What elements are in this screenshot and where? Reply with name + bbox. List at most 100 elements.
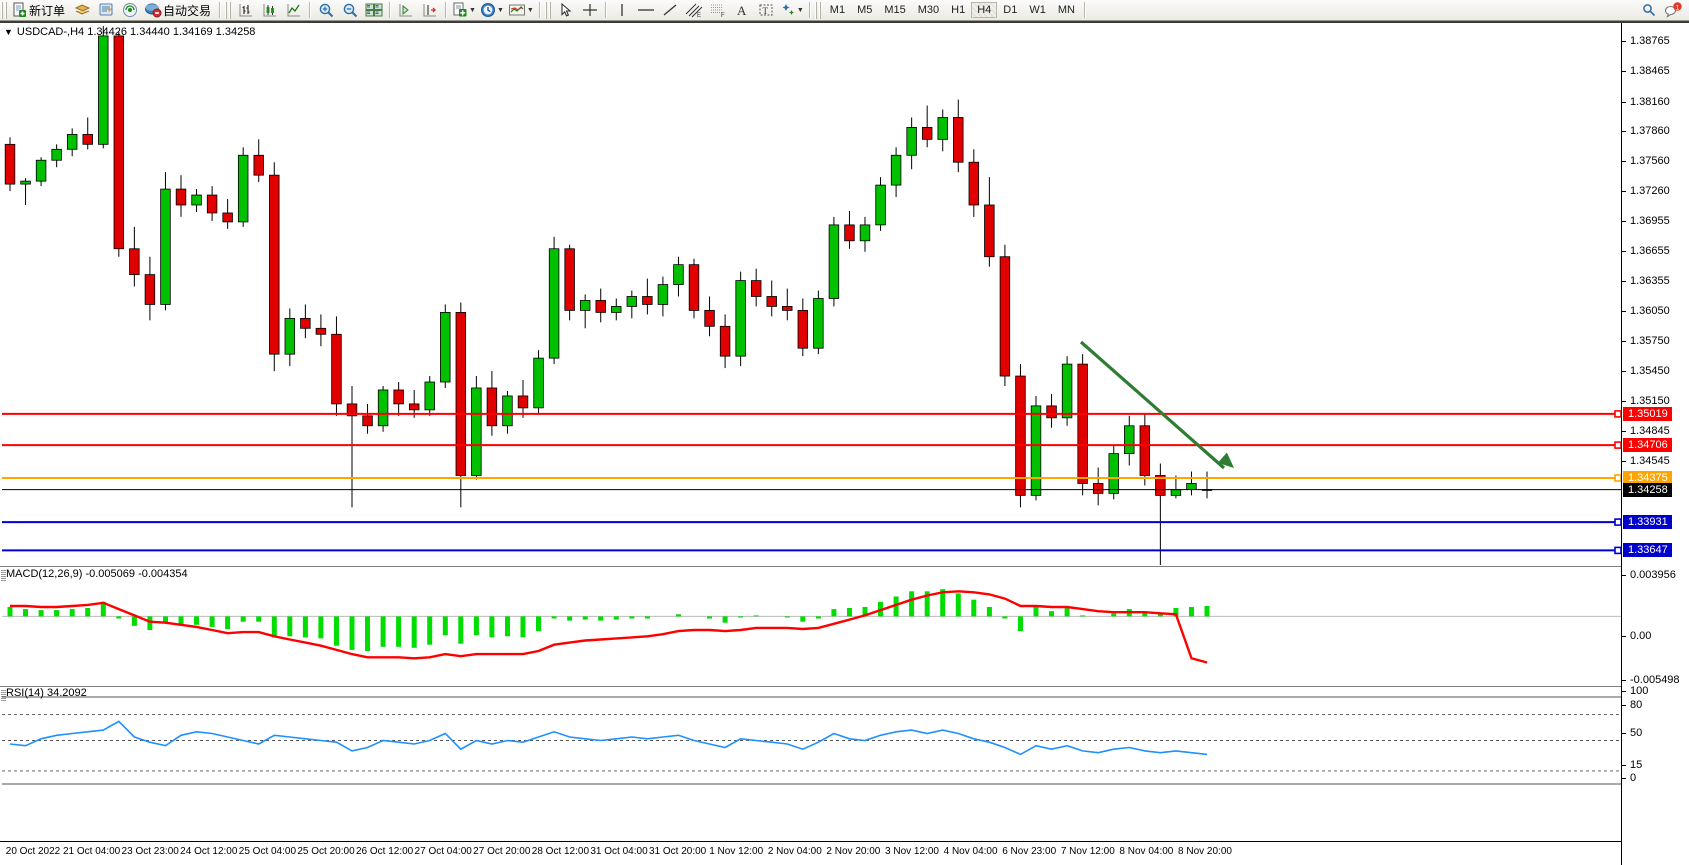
timeframe-mn[interactable]: MN xyxy=(1057,4,1075,16)
timeframe-d1[interactable]: D1 xyxy=(1003,4,1018,16)
alerts-button[interactable]: 1 xyxy=(1661,1,1685,20)
timeframe-h4[interactable]: H4 xyxy=(971,2,998,18)
fibonacci-button[interactable]: F xyxy=(706,1,730,20)
price-axis[interactable]: 1.38765 1.38465 1.38160 1.37860 1.37560 1.372… xyxy=(1621,23,1689,865)
terminal-button[interactable] xyxy=(94,1,118,20)
zoom-out-button[interactable] xyxy=(338,1,362,20)
price-tick xyxy=(1622,161,1626,163)
price-tag-current-price[interactable]: 1.34258 xyxy=(1623,482,1672,497)
tools-grip[interactable] xyxy=(544,1,552,19)
macd-pane-grip[interactable] xyxy=(1,569,6,581)
price-tick xyxy=(1622,101,1626,103)
candle-body xyxy=(1046,405,1057,419)
svg-text:T: T xyxy=(762,6,768,16)
macd-axis-label: 0.003956 xyxy=(1630,569,1676,581)
chart-shift-icon xyxy=(398,2,414,18)
candle-body xyxy=(160,188,171,305)
candle-body xyxy=(844,224,855,242)
price-tag-resistance-1[interactable]: 1.35019 xyxy=(1623,406,1672,421)
new-order-button[interactable]: 新订单 xyxy=(10,1,70,20)
price-tag-support-2[interactable]: 1.33647 xyxy=(1623,543,1672,558)
candlestick-chart-button[interactable] xyxy=(258,1,282,20)
candle-body xyxy=(782,306,793,311)
rsi-pane-grip[interactable] xyxy=(1,689,6,701)
zoom-in-button[interactable] xyxy=(314,1,338,20)
time-axis-label: 25 Oct 04:00 xyxy=(238,846,297,857)
macd-axis-tick xyxy=(1622,680,1626,681)
objects-button[interactable]: ▼ xyxy=(778,1,806,20)
timeframe-m5[interactable]: M5 xyxy=(857,4,873,16)
grid-button[interactable] xyxy=(362,1,386,20)
signals-button[interactable] xyxy=(118,1,142,20)
rsi-axis-tick xyxy=(1622,733,1626,734)
price-tick-label: 1.38765 xyxy=(1630,35,1670,48)
candle-body xyxy=(579,300,591,311)
macd-label: MACD(12,26,9) -0.005069 -0.004354 xyxy=(6,568,188,580)
price-tick-label: 1.35150 xyxy=(1630,394,1670,407)
macd-axis-tick xyxy=(1622,636,1626,637)
price-pane[interactable] xyxy=(2,23,1621,565)
toolbar-grip[interactable] xyxy=(1,1,8,19)
price-tag-resistance-2[interactable]: 1.34706 xyxy=(1623,438,1672,453)
timeframe-grip[interactable] xyxy=(814,1,822,19)
level-handle-support-2 xyxy=(1614,546,1621,555)
chart-shift-button[interactable] xyxy=(394,1,418,20)
vertical-line-button[interactable] xyxy=(610,1,634,20)
period-button[interactable]: ▼ xyxy=(478,1,506,20)
indicators-dropdown-arrow[interactable]: ▼ xyxy=(469,6,476,14)
templates-dropdown-arrow[interactable]: ▼ xyxy=(526,6,534,14)
horizontal-line-button[interactable] xyxy=(634,1,658,20)
timeframe-m1[interactable]: M1 xyxy=(829,4,846,16)
trendline-button[interactable] xyxy=(658,1,682,20)
autotrading-button[interactable]: 自动交易 xyxy=(142,1,216,20)
text-button[interactable]: A xyxy=(730,1,754,20)
timeframe-h1[interactable]: H1 xyxy=(951,4,966,16)
candle-body xyxy=(1139,425,1151,476)
templates-button[interactable]: ▼ xyxy=(506,1,536,20)
candle-body xyxy=(1015,375,1026,496)
price-tag-support-1[interactable]: 1.33931 xyxy=(1623,515,1672,530)
toolbar-separator-2 xyxy=(309,2,312,18)
timeframe-w1[interactable]: W1 xyxy=(1029,4,1046,16)
toolbar-separator-4 xyxy=(445,2,448,18)
rsi-pane[interactable] xyxy=(2,687,1621,798)
text-label-button[interactable]: T xyxy=(754,1,778,20)
equidistant-channel-icon: E xyxy=(684,2,704,18)
search-button[interactable] xyxy=(1637,1,1661,20)
candle-body xyxy=(408,403,420,411)
auto-scroll-button[interactable] xyxy=(418,1,442,20)
timeframe-m15[interactable]: M15 xyxy=(884,4,906,16)
time-axis[interactable]: 20 Oct 2022 21 Oct 04:00 23 Oct 23:00 24 Oc… xyxy=(0,841,1621,863)
period-dropdown-arrow[interactable]: ▼ xyxy=(496,6,504,14)
rsi-pane-divider[interactable] xyxy=(0,686,1621,687)
candle-body xyxy=(673,264,684,285)
candle-body xyxy=(35,159,47,182)
equidistant-channel-button[interactable]: E xyxy=(682,1,706,20)
objects-dropdown-arrow[interactable]: ▼ xyxy=(796,6,804,14)
macd-axis-tick xyxy=(1622,575,1626,576)
macd-pane[interactable] xyxy=(2,567,1621,686)
chart-window[interactable]: ▼ USDCAD-,H4 1.34426 1.34440 1.34169 1.3… xyxy=(0,21,1689,865)
bar-chart-button[interactable] xyxy=(234,1,258,20)
candle-body xyxy=(362,415,373,427)
indicators-button[interactable]: ▼ xyxy=(450,1,478,20)
clock-icon xyxy=(480,2,496,18)
chart-menu-caret-icon[interactable]: ▼ xyxy=(4,27,13,37)
crosshair-button[interactable] xyxy=(578,1,602,20)
candle-body xyxy=(750,280,762,297)
price-tick-label: 1.36955 xyxy=(1630,215,1670,228)
symbol-ohlc-label: USDCAD-,H4 1.34426 1.34440 1.34169 1.342… xyxy=(16,26,256,38)
candle-body xyxy=(953,117,964,163)
candle-body xyxy=(253,154,264,176)
data-window-button[interactable] xyxy=(70,1,94,20)
cursor-button[interactable] xyxy=(554,1,578,20)
price-tick xyxy=(1622,431,1626,433)
macd-pane-divider[interactable] xyxy=(0,566,1621,567)
candle-body xyxy=(595,300,606,313)
price-tag-entry-level[interactable]: 1.34375 xyxy=(1623,470,1672,485)
timeframe-m30[interactable]: M30 xyxy=(917,4,940,16)
price-tick-label: 1.38160 xyxy=(1630,95,1670,108)
line-chart-button[interactable] xyxy=(282,1,306,20)
chart-type-grip[interactable] xyxy=(225,1,233,19)
